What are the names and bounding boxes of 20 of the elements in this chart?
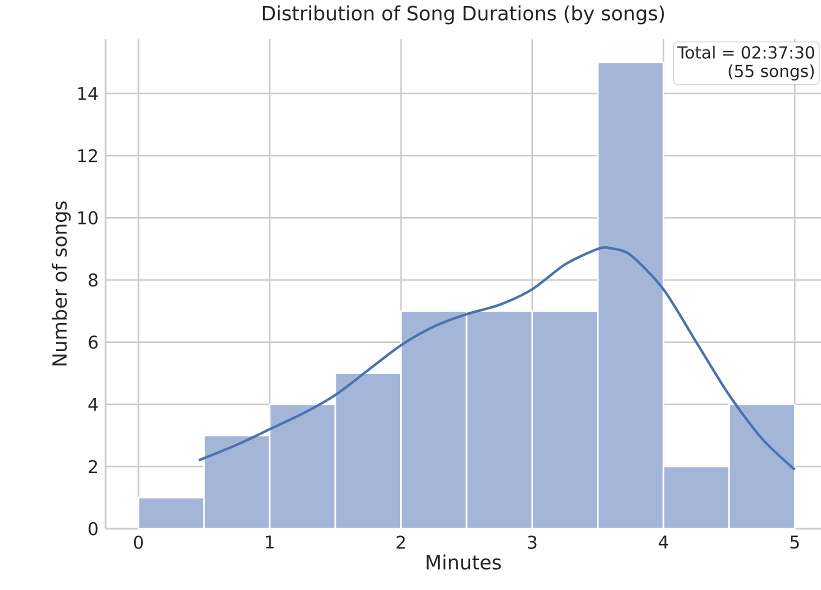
x-tick-label: 3 [528, 535, 536, 549]
x-tick-label: 2 [396, 535, 405, 549]
y-tick-label: 12 [78, 149, 97, 162]
y-tick-label: 0 [88, 522, 98, 536]
y-tick-label: 6 [88, 335, 98, 349]
x-tick-label: 1 [266, 535, 274, 548]
y-tick-label: 2 [88, 460, 97, 473]
y-axis-title: Number of songs [52, 201, 71, 366]
chart-title: Distribution of Song Durations (by songs) [262, 5, 664, 24]
y-tick-label: 8 [88, 273, 98, 287]
annotation: Total = 02:37:30 [677, 46, 814, 59]
y-tick-label: 4 [88, 398, 98, 411]
line-series [198, 246, 796, 471]
y-tick-label: 10 [78, 211, 98, 224]
x-tick-label: 0 [134, 535, 143, 549]
x-axis-title: Minutes [426, 554, 501, 570]
y-tick-label: 14 [78, 86, 98, 100]
annotation: (55 songs) [728, 64, 814, 80]
x-tick-label: 5 [790, 535, 799, 549]
x-tick-label: 4 [658, 535, 668, 548]
